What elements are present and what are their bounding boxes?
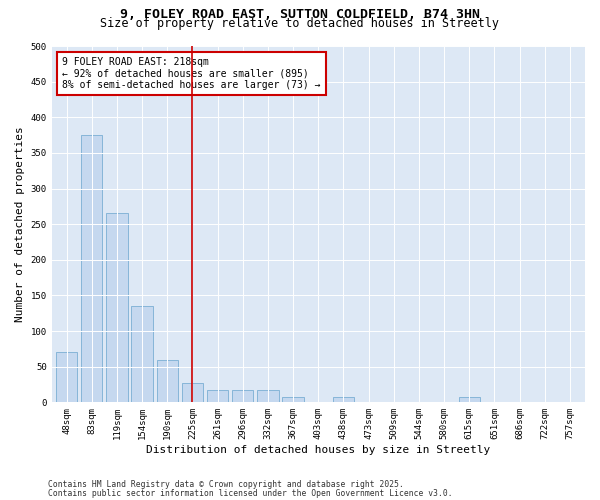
Bar [458,398,480,402]
Text: 9, FOLEY ROAD EAST, SUTTON COLDFIELD, B74 3HN: 9, FOLEY ROAD EAST, SUTTON COLDFIELD, B7… [120,8,480,20]
Text: Contains public sector information licensed under the Open Government Licence v3: Contains public sector information licen… [48,488,452,498]
Bar [81,135,103,402]
Bar [182,383,203,402]
Text: Contains HM Land Registry data © Crown copyright and database right 2025.: Contains HM Land Registry data © Crown c… [48,480,404,489]
Text: 9 FOLEY ROAD EAST: 218sqm
← 92% of detached houses are smaller (895)
8% of semi-: 9 FOLEY ROAD EAST: 218sqm ← 92% of detac… [62,56,321,90]
Bar [106,214,128,402]
Bar [131,306,153,402]
Bar [257,390,278,402]
Bar [283,398,304,402]
Text: Size of property relative to detached houses in Streetly: Size of property relative to detached ho… [101,18,499,30]
Bar [207,390,229,402]
Bar [56,352,77,403]
Y-axis label: Number of detached properties: Number of detached properties [15,126,25,322]
X-axis label: Distribution of detached houses by size in Streetly: Distribution of detached houses by size … [146,445,490,455]
Bar [157,360,178,403]
Bar [333,398,354,402]
Bar [232,390,253,402]
